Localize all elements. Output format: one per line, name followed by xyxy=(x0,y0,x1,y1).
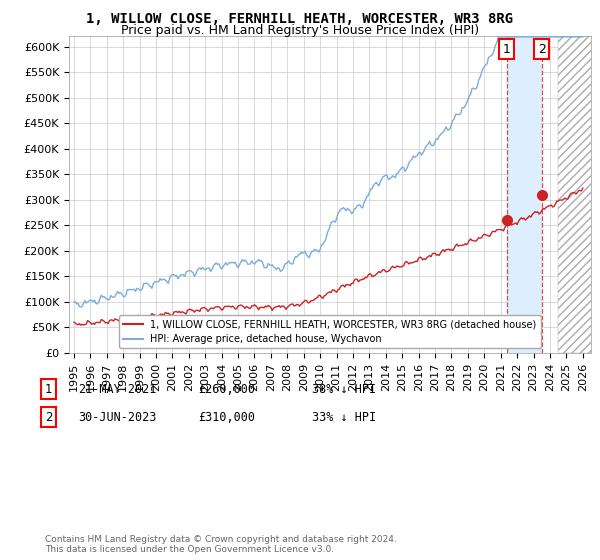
Bar xyxy=(558,36,599,353)
Text: 30-JUN-2023: 30-JUN-2023 xyxy=(78,410,157,424)
Text: 1: 1 xyxy=(45,382,53,396)
Text: 2: 2 xyxy=(45,410,53,424)
Bar xyxy=(507,36,542,353)
Text: 21-MAY-2021: 21-MAY-2021 xyxy=(78,382,157,396)
Text: Contains HM Land Registry data © Crown copyright and database right 2024.
This d: Contains HM Land Registry data © Crown c… xyxy=(45,535,397,554)
Text: Price paid vs. HM Land Registry's House Price Index (HPI): Price paid vs. HM Land Registry's House … xyxy=(121,24,479,37)
Bar xyxy=(558,36,599,353)
Text: £260,000: £260,000 xyxy=(198,382,255,396)
Text: 1: 1 xyxy=(503,43,511,56)
Legend: 1, WILLOW CLOSE, FERNHILL HEATH, WORCESTER, WR3 8RG (detached house), HPI: Avera: 1, WILLOW CLOSE, FERNHILL HEATH, WORCEST… xyxy=(119,315,541,348)
Text: 2: 2 xyxy=(538,43,545,56)
Text: 38% ↓ HPI: 38% ↓ HPI xyxy=(312,382,376,396)
Text: 33% ↓ HPI: 33% ↓ HPI xyxy=(312,410,376,424)
Text: 1, WILLOW CLOSE, FERNHILL HEATH, WORCESTER, WR3 8RG: 1, WILLOW CLOSE, FERNHILL HEATH, WORCEST… xyxy=(86,12,514,26)
Text: £310,000: £310,000 xyxy=(198,410,255,424)
